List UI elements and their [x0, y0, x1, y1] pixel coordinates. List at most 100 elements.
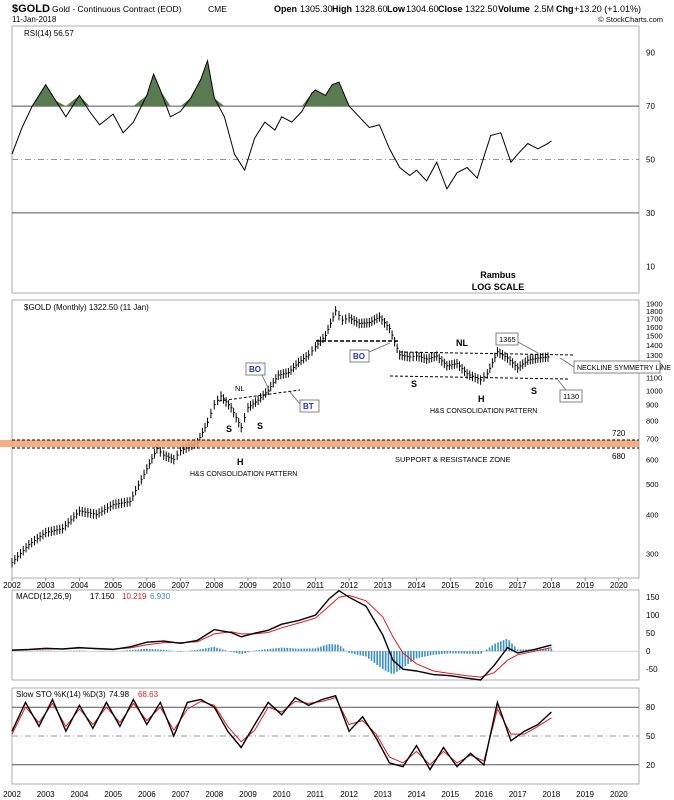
- bo-mid-pointer: [368, 342, 391, 353]
- bo-left-label: BO: [249, 365, 261, 374]
- rsi-line: [11, 58, 552, 191]
- price-tick-label-11: 800: [646, 417, 659, 426]
- sto-x-tick-label-6: 2008: [205, 790, 223, 799]
- x-axis-labels: 2002 2002 2003 2003 2004 2004 2005 2005 2006 2006…: [3, 578, 628, 799]
- annotations: Rambus LOG SCALE SUPPORT & RESISTANCE ZO…: [0, 270, 671, 478]
- price-tick-label-8: 1100: [646, 373, 662, 382]
- price-x-tick-label-18: 2020: [610, 581, 628, 590]
- bt-left-box: [299, 399, 320, 413]
- h-left-label: H: [237, 457, 244, 467]
- price-x-tick-label-8: 2010: [273, 581, 291, 590]
- macd-legend-hist: 6.930: [150, 592, 171, 601]
- sto-legend: Slow STO %K(14) %D(3) 74.98 68.63: [16, 690, 159, 699]
- label-1365: 1365: [499, 335, 516, 344]
- bo-left-pointer: [261, 374, 271, 393]
- price-tick-label-1: 1800: [646, 307, 663, 316]
- label-1130: 1130: [563, 392, 579, 401]
- macd-legend: MACD(12,26,9) 17.150 10.219 6.930: [16, 592, 171, 601]
- sto-tick-label-2: 20: [646, 761, 655, 770]
- hs-right-label: H&S CONSOLIDATION PATTERN: [430, 408, 537, 415]
- bo-mid-label: BO: [353, 352, 365, 361]
- header-date: 11-Jan-2018: [12, 15, 57, 24]
- macd-line: [11, 589, 552, 681]
- macd-histogram: [11, 639, 553, 674]
- box-1365: [495, 332, 519, 346]
- macd-tick-label-4: -50: [646, 665, 658, 674]
- bt-left-pointer: [289, 391, 301, 405]
- price-tick-label-13: 600: [646, 456, 659, 465]
- sto-x-tick-label-1: 2003: [37, 790, 55, 799]
- log-scale-label: LOG SCALE: [472, 282, 525, 292]
- sto-x-tick-label-18: 2020: [610, 790, 628, 799]
- header-high: 1328.60: [355, 4, 388, 14]
- macd-tick-label-0: 150: [646, 593, 660, 602]
- rambus-label: Rambus: [480, 270, 516, 280]
- sto-x-tick-label-14: 2016: [475, 790, 493, 799]
- price-bars: [11, 306, 550, 568]
- header-exchange: CME: [208, 4, 227, 14]
- price-tick-label-14: 500: [646, 480, 659, 489]
- price-x-tick-label-6: 2008: [205, 581, 223, 590]
- rsi-tick-label-3: 30: [646, 209, 655, 218]
- macd-tick-label-2: 50: [646, 629, 655, 638]
- sto-legend-d: 68.63: [138, 690, 159, 699]
- sto-x-tick-label-17: 2019: [576, 790, 594, 799]
- macd-panel: 150 100 50 0 -50: [11, 589, 660, 681]
- bo-left-box: [245, 362, 266, 376]
- price-x-tick-label-14: 2016: [475, 581, 493, 590]
- price-x-tick-label-15: 2017: [509, 581, 527, 590]
- price-tick-label-16: 300: [646, 549, 659, 558]
- header-close: 1322.50: [465, 4, 498, 14]
- s-left-2-label: S: [257, 421, 263, 431]
- price-x-tick-label-4: 2006: [138, 581, 156, 590]
- sto-legend-label: Slow STO %K(14) %D(3): [16, 690, 106, 699]
- sto-x-tick-label-9: 2011: [307, 790, 325, 799]
- price-x-tick-label-1: 2003: [37, 581, 55, 590]
- header-chg: +13.20 (+1.01%): [574, 4, 641, 14]
- price-tick-label-9: 1000: [646, 386, 663, 395]
- price-x-tick-label-12: 2014: [408, 581, 426, 590]
- macd-tick-label-3: 0: [646, 647, 651, 656]
- price-x-tick-label-0: 2002: [3, 581, 21, 590]
- price-tick-label-2: 1700: [646, 315, 663, 324]
- header-open: 1305.30: [300, 4, 333, 14]
- price-x-tick-label-5: 2007: [172, 581, 190, 590]
- price-x-tick-label-7: 2009: [239, 581, 257, 590]
- price-tick-label-6: 1300: [646, 351, 663, 360]
- sto-tick-label-1: 50: [646, 732, 655, 741]
- price-x-tick-label-3: 2005: [104, 581, 122, 590]
- header-low-label: Low: [387, 4, 406, 14]
- zone-bottom-value: 680: [612, 452, 626, 461]
- macd-panel-frame: [11, 589, 640, 681]
- sto-x-tick-label-15: 2017: [509, 790, 527, 799]
- sto-d-line: [11, 697, 552, 766]
- price-tick-label-10: 900: [646, 401, 659, 410]
- header-copyright: © StockCharts.com: [598, 15, 663, 24]
- rsi-legend: RSI(14) 56.57: [24, 29, 74, 38]
- price-tick-label-5: 1400: [646, 341, 663, 350]
- sto-x-tick-label-4: 2006: [138, 790, 156, 799]
- macd-legend-value: 17.150: [90, 592, 115, 601]
- price-x-tick-label-11: 2013: [374, 581, 392, 590]
- sto-x-tick-label-3: 2005: [104, 790, 122, 799]
- zone-top-value: 720: [612, 429, 626, 438]
- sto-x-tick-label-5: 2007: [172, 790, 190, 799]
- sto-tick-label-0: 80: [646, 703, 655, 712]
- macd-tick-label-1: 100: [646, 611, 660, 620]
- header-low: 1304.60: [406, 4, 439, 14]
- price-tick-label-0: 1900: [646, 300, 663, 309]
- rsi-tick-label-0: 90: [646, 49, 655, 58]
- header-high-label: High: [332, 4, 352, 14]
- sto-x-tick-label-16: 2018: [542, 790, 560, 799]
- rsi-overbought-fill: [32, 60, 350, 107]
- header-volume-label: Volume: [498, 4, 530, 14]
- price-x-tick-label-10: 2012: [340, 581, 358, 590]
- rsi-tick-label-1: 70: [646, 102, 655, 111]
- sto-x-tick-label-10: 2012: [340, 790, 358, 799]
- price-tick-label-12: 700: [646, 435, 659, 444]
- price-x-tick-label-9: 2011: [307, 581, 325, 590]
- bt-left-label: BT: [303, 402, 314, 411]
- macd-legend-label: MACD(12,26,9): [16, 592, 72, 601]
- price-tick-label-15: 400: [646, 510, 659, 519]
